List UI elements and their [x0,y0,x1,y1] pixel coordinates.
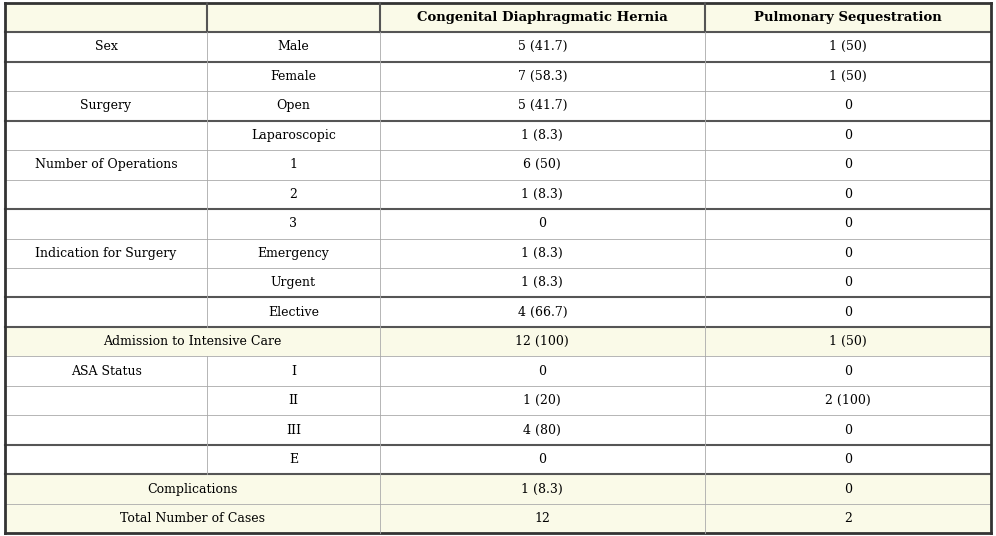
Text: 0: 0 [539,217,547,230]
Text: 1 (50): 1 (50) [829,40,867,54]
Text: 5 (41.7): 5 (41.7) [518,99,567,113]
Text: 0: 0 [844,247,852,260]
Text: II: II [289,394,299,407]
Text: Surgery: Surgery [81,99,131,113]
Text: Pulmonary Sequestration: Pulmonary Sequestration [754,11,942,24]
Text: 1 (20): 1 (20) [524,394,562,407]
Text: 2 (100): 2 (100) [825,394,871,407]
Text: Open: Open [277,99,311,113]
Text: Urgent: Urgent [271,276,316,289]
Bar [5,415,991,445]
Bar [5,239,991,268]
Text: E: E [289,453,298,466]
Text: Elective: Elective [268,306,319,319]
Text: 0: 0 [844,423,852,437]
Bar [5,268,991,297]
Bar [5,474,991,504]
Text: Sex: Sex [95,40,118,54]
Bar [5,445,991,474]
Text: Emergency: Emergency [257,247,330,260]
Text: I: I [291,364,296,378]
Text: 0: 0 [539,364,547,378]
Bar [5,297,991,327]
Bar [5,150,991,180]
Text: 4 (66.7): 4 (66.7) [518,306,567,319]
Bar [5,209,991,239]
Text: Total Number of Cases: Total Number of Cases [120,512,265,525]
Text: 0: 0 [539,453,547,466]
Text: 6 (50): 6 (50) [524,158,562,172]
Text: 1 (8.3): 1 (8.3) [522,188,564,201]
Bar [5,386,991,415]
Text: 0: 0 [844,482,852,496]
Text: Number of Operations: Number of Operations [35,158,177,172]
Text: 0: 0 [844,217,852,230]
Text: 0: 0 [844,129,852,142]
Text: 0: 0 [844,188,852,201]
Text: 1 (8.3): 1 (8.3) [522,129,564,142]
Text: 0: 0 [844,99,852,113]
Bar [5,327,991,356]
Text: 3: 3 [290,217,298,230]
Text: 0: 0 [844,158,852,172]
Text: Complications: Complications [147,482,237,496]
Bar [5,91,991,121]
Text: 4 (80): 4 (80) [524,423,562,437]
Text: 7 (58.3): 7 (58.3) [518,70,567,83]
Text: 1 (8.3): 1 (8.3) [522,247,564,260]
Bar [5,121,991,150]
Text: ASA Status: ASA Status [71,364,141,378]
Text: 1 (50): 1 (50) [829,335,867,348]
Text: 12: 12 [535,512,551,525]
Text: 12 (100): 12 (100) [516,335,570,348]
Text: Female: Female [270,70,317,83]
Text: Indication for Surgery: Indication for Surgery [36,247,176,260]
Bar [5,504,991,533]
Text: 0: 0 [844,364,852,378]
Bar [5,356,991,386]
Bar [5,180,991,209]
Text: Male: Male [278,40,310,54]
Text: 1 (8.3): 1 (8.3) [522,276,564,289]
Text: 0: 0 [844,276,852,289]
Text: 1: 1 [290,158,298,172]
Text: 2: 2 [844,512,852,525]
Text: Admission to Intensive Care: Admission to Intensive Care [104,335,282,348]
Bar [5,32,991,62]
Text: III: III [286,423,301,437]
Text: 1 (50): 1 (50) [829,70,867,83]
Text: Laparoscopic: Laparoscopic [251,129,336,142]
Text: 1 (8.3): 1 (8.3) [522,482,564,496]
Bar [5,3,991,32]
Text: 0: 0 [844,453,852,466]
Bar [5,62,991,91]
Text: 2: 2 [290,188,298,201]
Text: Congenital Diaphragmatic Hernia: Congenital Diaphragmatic Hernia [417,11,667,24]
Text: 5 (41.7): 5 (41.7) [518,40,567,54]
Text: 0: 0 [844,306,852,319]
